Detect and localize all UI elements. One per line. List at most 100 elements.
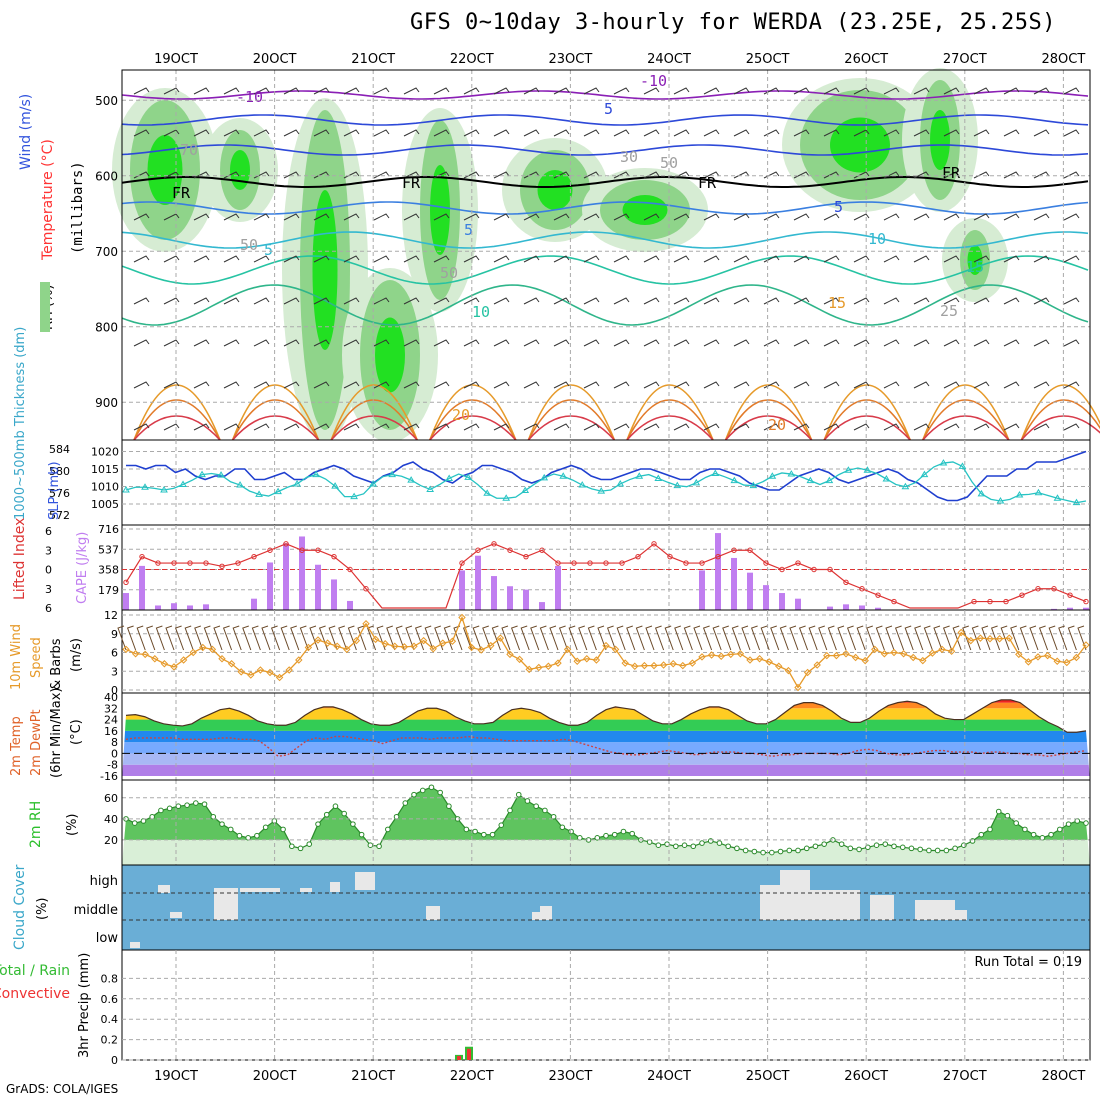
wind-barb: [523, 213, 540, 221]
lifted-index-marker: [779, 566, 785, 573]
cloud-block: [915, 900, 955, 920]
wind-barb: [493, 87, 510, 95]
thickness-marker: [654, 474, 663, 481]
wind-barb: [673, 87, 690, 95]
cape-tick-label: 716: [98, 523, 119, 536]
wind-speed-marker: [218, 655, 226, 663]
wind-speed-marker: [573, 657, 581, 665]
lifted-index-marker: [651, 541, 657, 547]
wind-barb: [793, 171, 810, 179]
thickness-marker: [730, 476, 739, 484]
rh-marker: [873, 842, 880, 849]
temp-tick-label: 24: [104, 714, 118, 727]
cape-bar: [187, 605, 193, 610]
thickness-marker: [597, 487, 606, 494]
temp-band: [122, 730, 1090, 743]
rh-marker: [376, 843, 382, 850]
wind-speed-marker: [976, 634, 985, 642]
wind-barb: [942, 625, 953, 651]
thickness-marker: [179, 480, 187, 487]
wind-barb: [962, 625, 972, 651]
rh-marker: [515, 791, 522, 798]
x-tick-label-bottom: 23OCT: [549, 1069, 593, 1084]
wind-barb: [856, 625, 866, 651]
lifted-index-marker: [251, 553, 257, 560]
cape-bar: [699, 570, 705, 610]
run-total-annotation: Run Total = 0.19: [974, 955, 1082, 970]
x-tick-label-top: 27OCT: [943, 52, 987, 67]
rh-marker: [280, 826, 286, 833]
wind-barb: [343, 129, 360, 137]
wind-barb: [703, 171, 720, 179]
cloud-block: [540, 906, 552, 920]
wind-barb: [403, 423, 420, 431]
temp-band: [122, 742, 1090, 754]
wind-barb: [463, 423, 480, 431]
x-tick-label-top: 19OCT: [154, 52, 198, 67]
rh-marker: [777, 848, 784, 855]
slp-line: [126, 450, 1087, 502]
wind-barb: [223, 255, 240, 263]
wind-speed-marker: [1015, 650, 1023, 659]
wind-speed-marker: [131, 650, 140, 658]
thickness-marker: [768, 472, 777, 479]
rh-marker: [315, 821, 321, 827]
wind-barb: [463, 255, 480, 263]
rh-marker: [524, 798, 531, 804]
rh-marker: [542, 807, 548, 814]
wind-speed-marker: [919, 656, 927, 665]
wind-barb: [587, 625, 597, 651]
wind-speed-marker: [333, 642, 341, 650]
contour-label: 20: [452, 406, 470, 424]
x-tick-label-bottom: 28OCT: [1042, 1069, 1086, 1084]
lifted-index-marker: [123, 579, 129, 586]
rh-marker: [219, 821, 225, 827]
wind-speed-marker: [160, 660, 169, 668]
precip-legend-convective: Convective: [0, 986, 70, 1002]
warm-contour: [823, 415, 911, 441]
rh-marker: [611, 831, 618, 838]
thickness-marker: [255, 490, 263, 497]
wind-speed-marker: [544, 662, 553, 670]
thickness-marker: [274, 487, 282, 495]
wind-barb: [933, 625, 943, 651]
rh-marker: [838, 841, 845, 847]
rh-marker: [934, 847, 941, 854]
contour-label: FR: [402, 174, 421, 192]
rh-marker: [550, 813, 557, 820]
lifted-index-marker: [523, 553, 529, 560]
wind-barb: [823, 255, 840, 263]
wind-barb: [914, 625, 924, 651]
wind-barb: [193, 213, 210, 221]
cape-bar: [315, 564, 321, 610]
cape-bar: [123, 593, 129, 610]
wind-barb: [702, 625, 713, 651]
cloud-block: [355, 872, 375, 890]
thickness-marker: [673, 481, 682, 489]
rh-marker: [507, 807, 513, 814]
wind-speed-marker: [679, 661, 687, 670]
wind-barb: [424, 625, 434, 651]
cloud-tick-label: high: [90, 874, 118, 889]
wind-barb: [973, 129, 990, 137]
wind-barb: [343, 213, 360, 221]
temp-band: [122, 719, 1090, 731]
wind-speed-marker: [592, 656, 601, 664]
wind-speed-marker: [122, 645, 130, 654]
wind-barb: [373, 255, 390, 263]
x-tick-label-top: 25OCT: [746, 52, 790, 67]
thickness-marker: [901, 482, 910, 490]
contour-label: FR: [172, 184, 191, 202]
lifted-index-marker: [747, 547, 753, 553]
wind-barb: [875, 625, 885, 651]
thickness-marker: [939, 459, 948, 466]
lifted-index-marker: [155, 560, 161, 566]
warm-contour: [330, 399, 418, 441]
x-tick-label-bottom: 25OCT: [746, 1069, 790, 1084]
wind-barb: [943, 339, 960, 347]
cape-bar: [1067, 607, 1073, 610]
wind-barb: [1033, 381, 1050, 389]
wind-speed-marker: [381, 640, 389, 648]
warm-contour: [724, 415, 813, 441]
